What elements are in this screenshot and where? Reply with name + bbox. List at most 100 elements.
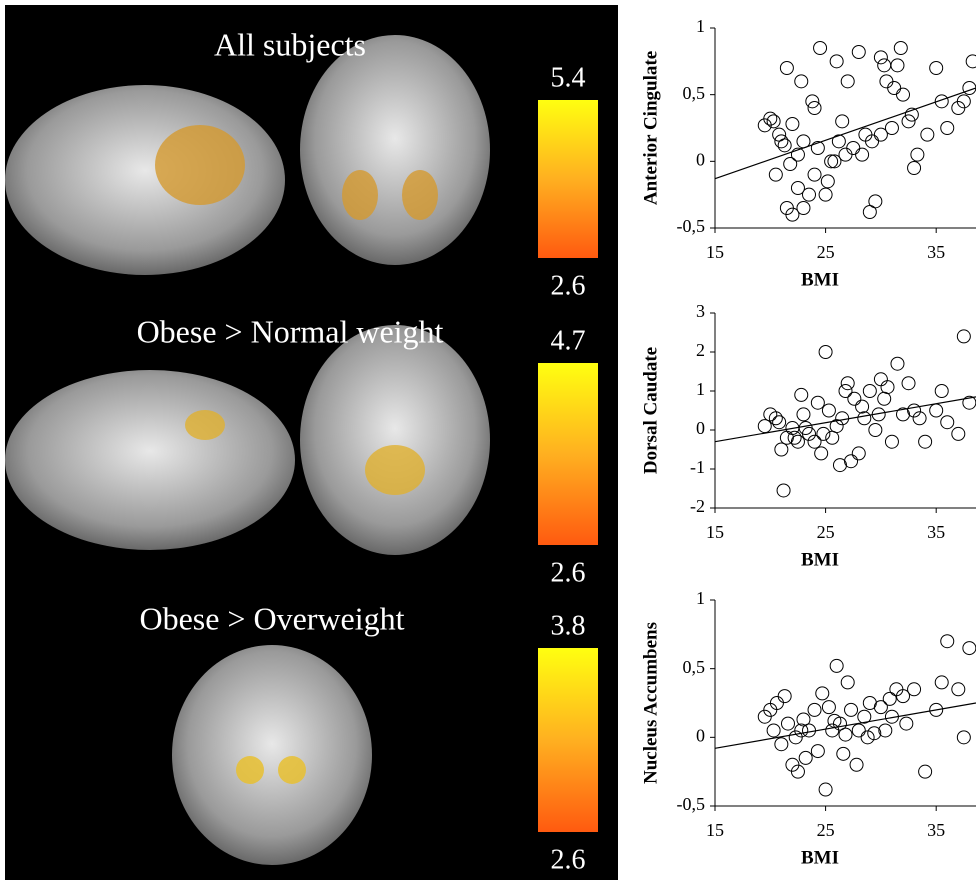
- coronal-brain: [172, 645, 372, 865]
- point: [788, 431, 801, 444]
- y-axis-label: Anterior Cingulate: [640, 51, 661, 205]
- point: [828, 155, 841, 168]
- activation: [236, 756, 264, 784]
- y-tick-label: 3: [696, 301, 705, 321]
- point: [900, 717, 913, 730]
- point: [891, 357, 904, 370]
- colorbar-max: 5.4: [551, 62, 586, 93]
- point: [839, 385, 852, 398]
- point: [874, 373, 887, 386]
- row-title: Obese > Normal weight: [137, 313, 444, 349]
- point: [858, 412, 871, 425]
- point: [795, 388, 808, 401]
- point: [815, 447, 828, 460]
- point: [819, 346, 832, 359]
- point: [891, 59, 904, 72]
- scatter-chart: -2-10123152535BMIDorsal Caudate: [640, 301, 976, 570]
- point: [908, 683, 921, 696]
- colorbar: [538, 648, 598, 832]
- colorbar-min: 2.6: [551, 844, 586, 875]
- activation: [365, 445, 425, 495]
- point: [894, 42, 907, 55]
- point: [780, 62, 793, 75]
- colorbar-min: 2.6: [551, 557, 586, 588]
- point: [841, 676, 854, 689]
- point: [863, 385, 876, 398]
- point: [811, 745, 824, 758]
- point: [791, 182, 804, 195]
- point: [819, 188, 832, 201]
- point: [908, 162, 921, 175]
- point: [941, 416, 954, 429]
- point: [852, 724, 865, 737]
- point: [825, 155, 838, 168]
- point: [816, 687, 829, 700]
- y-tick-label: 0: [696, 149, 705, 169]
- point: [845, 703, 858, 716]
- point: [963, 82, 976, 95]
- x-tick-label: 35: [927, 522, 945, 542]
- coronal-brain: [300, 325, 490, 555]
- y-tick-label: 2: [696, 340, 705, 360]
- activation: [155, 125, 245, 205]
- x-tick-label: 15: [706, 242, 724, 262]
- point: [852, 46, 865, 59]
- point: [767, 724, 780, 737]
- y-tick-label: -1: [690, 457, 705, 477]
- point: [799, 751, 812, 764]
- point: [852, 447, 865, 460]
- point: [880, 75, 893, 88]
- row-title: All subjects: [214, 26, 366, 62]
- x-axis-label: BMI: [801, 549, 839, 570]
- point: [826, 724, 839, 737]
- point: [803, 724, 816, 737]
- point: [784, 158, 797, 171]
- activation: [185, 410, 225, 440]
- point: [811, 396, 824, 409]
- point: [935, 385, 948, 398]
- y-tick-label: -2: [690, 496, 705, 516]
- y-tick-label: 0: [696, 418, 705, 438]
- point: [847, 142, 860, 155]
- activation: [402, 170, 438, 220]
- point: [808, 168, 821, 181]
- y-axis-label: Dorsal Caudate: [640, 347, 661, 474]
- point: [856, 148, 869, 161]
- x-tick-label: 35: [927, 820, 945, 840]
- point: [786, 118, 799, 131]
- y-tick-label: -0,5: [677, 216, 706, 236]
- x-tick-label: 25: [817, 522, 835, 542]
- point: [791, 435, 804, 448]
- y-tick-label: -0,5: [677, 794, 706, 814]
- point: [822, 701, 835, 714]
- x-tick-label: 15: [706, 522, 724, 542]
- point: [957, 330, 970, 343]
- point: [890, 683, 903, 696]
- x-axis-label: BMI: [801, 269, 839, 290]
- point: [814, 42, 827, 55]
- point: [874, 701, 887, 714]
- x-tick-label: 25: [817, 820, 835, 840]
- point: [902, 377, 915, 390]
- point: [878, 392, 891, 405]
- point: [836, 115, 849, 128]
- point: [921, 128, 934, 141]
- point: [935, 676, 948, 689]
- point: [881, 381, 894, 394]
- point: [830, 55, 843, 68]
- point: [874, 128, 887, 141]
- point: [856, 400, 869, 413]
- x-tick-label: 35: [927, 242, 945, 262]
- scatter-chart: -0,500,51152535BMINucleus Accumbens: [640, 588, 976, 868]
- point: [837, 747, 850, 760]
- sagittal-brain: [5, 370, 295, 550]
- point: [841, 75, 854, 88]
- point: [911, 148, 924, 161]
- sagittal-brain: [5, 85, 285, 275]
- x-axis-label: BMI: [801, 847, 839, 868]
- point: [879, 724, 892, 737]
- activation: [278, 756, 306, 784]
- point: [821, 175, 834, 188]
- point: [775, 443, 788, 456]
